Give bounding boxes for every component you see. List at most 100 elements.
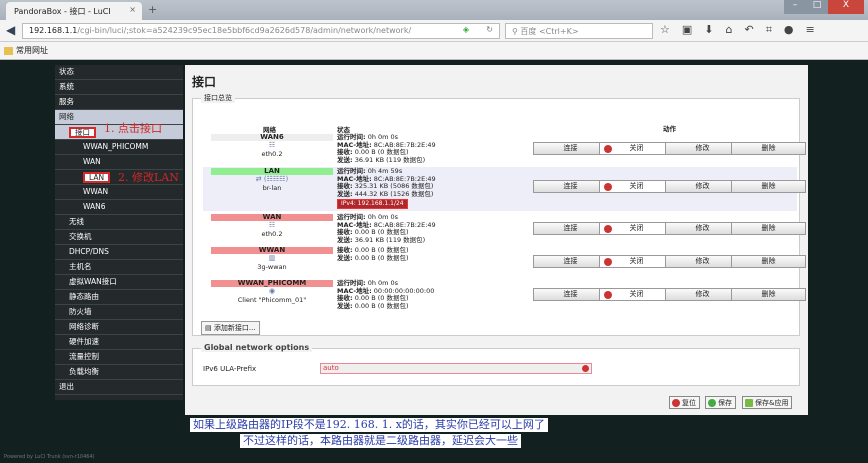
sidebar-item[interactable]: 虚拟WAN接口 [55,275,183,290]
connect-button[interactable]: 连接 [533,142,608,155]
url-host: 192.168.1.1 [29,26,78,35]
save-button[interactable]: 保存 [705,396,736,409]
bookmark-common-sites[interactable]: 常用网址 [16,46,48,55]
main-content: 接口 接口总览 网络 状态 动作 WAN6 ☷ eth0.2 运行时间: 0h 0m… [185,65,808,415]
sidebar-item[interactable]: DHCP/DNS [55,245,183,260]
back-icon[interactable]: ◀ [6,23,16,37]
status-value: 0.00 B (0 数据包) [354,228,409,236]
delete-button[interactable]: 删除 [731,142,806,155]
stop-button[interactable]: 关闭 [599,180,674,193]
col-network: 网络 [263,126,276,134]
menu-icon[interactable]: ≡ [805,23,815,36]
sidebar-item[interactable]: 状态 [55,65,183,80]
shield-icon: ◈ [462,25,469,34]
interface-status: 运行时间: 0h 4m 59s MAC-地址: 8C:AB:8E:7B:2E:49… [337,167,436,209]
ula-prefix-input[interactable]: auto [320,363,592,374]
delete-button[interactable]: 删除 [731,288,806,301]
delete-button[interactable]: 删除 [731,180,806,193]
ula-label: IPv6 ULA-Prefix [203,365,257,373]
address-bar[interactable]: 192.168.1.1/cgi-bin/luci/;stok=a524239c9… [22,23,500,39]
sidebar-item[interactable]: 负载均衡 [55,365,183,380]
sidebar-item[interactable]: 流量控制 [55,350,183,365]
chat-icon[interactable]: ● [783,23,794,36]
sidebar-item[interactable]: WWAN_PHICOMM [55,140,183,155]
status-line: 运行时间: 0h 0m 0s [337,279,434,288]
sidebar-item[interactable]: 静态路由 [55,290,183,305]
status-line: 发送: 444.32 KB (1526 数据包) [337,190,436,199]
annotation-step1: 1. 点击接口 [104,122,162,135]
save-apply-button[interactable]: 保存&应用 [742,396,793,409]
add-interface-button[interactable]: ▤ 添加新接口... [201,321,260,335]
sidebar-item[interactable]: 硬件加速 [55,335,183,350]
sidebar-item[interactable]: WAN6 [55,200,183,215]
bookmarks-bar: 常用网址 [0,42,868,60]
status-key: MAC-地址: [337,174,372,183]
status-value: 0.00 B (0 数据包) [354,301,409,310]
status-key: MAC-地址: [337,286,372,295]
sidebar-item[interactable]: WWAN [55,185,183,200]
sidebar-item[interactable]: 交换机 [55,230,183,245]
stop-button[interactable]: 关闭 [599,142,674,155]
delete-button[interactable]: 删除 [731,255,806,268]
maximize-icon[interactable]: □ [806,0,828,14]
status-line: 接收: 325.31 KB (5086 数据包) [337,182,436,191]
status-line: MAC-地址: 8C:AB:8E:7B:2E:49 [337,174,436,184]
download-icon[interactable]: ⬇ [704,23,714,36]
new-tab-icon[interactable]: + [148,3,158,16]
edit-button[interactable]: 修改 [665,142,740,155]
edit-button[interactable]: 修改 [665,222,740,235]
connect-button[interactable]: 连接 [533,255,608,268]
connect-button[interactable]: 连接 [533,222,608,235]
connect-button[interactable]: 连接 [533,180,608,193]
sidebar-item[interactable]: 服务 [55,95,183,110]
sidebar-item[interactable]: 网络诊断 [55,320,183,335]
sidebar-item[interactable]: 网络 [55,110,183,125]
interface-row: WWAN_PHICOMM ◉ Client "Phicomm_01" 运行时间: 0… [203,279,806,314]
sidebar-item[interactable]: 退出 [55,380,183,395]
home-icon[interactable]: ⌂ [725,23,733,36]
stop-button[interactable]: 关闭 [599,255,674,268]
stop-label: 关闭 [629,257,644,265]
status-value: 0h 0m 0s [367,213,399,221]
minimize-icon[interactable]: – [784,0,806,14]
stop-button[interactable]: 关闭 [599,288,674,301]
status-line: 发送: 0.00 B (0 数据包) [337,254,409,263]
browser-tab[interactable]: PandoraBox - 接口 - LuCI × [6,2,142,20]
status-line: MAC-地址: 8C:AB:8E:7B:2E:49 [337,141,436,150]
interface-badge: WWAN ▥ 3g-wwan [211,247,333,271]
crop-icon[interactable]: ⌗ [765,23,772,36]
clipboard-icon[interactable]: ▣ [681,23,693,36]
reset-button[interactable]: 复位 [669,396,700,409]
sidebar-item[interactable]: LAN [55,170,183,185]
interface-device: 3g-wwan [257,263,287,271]
edit-button[interactable]: 修改 [665,255,740,268]
edit-label: 修改 [695,144,710,152]
sidebar-item[interactable]: 主机名 [55,260,183,275]
edit-button[interactable]: 修改 [665,180,740,193]
delete-button[interactable]: 删除 [731,222,806,235]
sidebar-item[interactable]: WAN [55,155,183,170]
search-input[interactable]: ⚲ 百度 <Ctrl+K> [505,23,653,39]
status-value: 8C:AB:8E:7B:2E:49 [373,174,436,183]
sidebar-item[interactable]: 防火墙 [55,305,183,320]
status-line: MAC-地址: 8C:AB:8E:7B:2E:49 [337,221,436,230]
sidebar-item[interactable]: 无线 [55,215,183,230]
close-window-icon[interactable]: X [828,0,864,14]
3g-icon: ▥ [268,254,276,262]
edit-button[interactable]: 修改 [665,288,740,301]
sidebar-item-label: WAN [83,157,101,166]
star-icon[interactable]: ☆ [660,23,670,36]
interface-row: WAN ☷ eth0.2 运行时间: 0h 0m 0s MAC-地址: 8C:AB:8… [203,213,806,248]
sidebar-item-label: 状态 [59,67,74,76]
stop-button[interactable]: 关闭 [599,222,674,235]
reload-icon[interactable]: ↻ [486,25,493,34]
sidebar-item-label: 退出 [59,382,74,391]
sidebar-item[interactable]: 系统 [55,80,183,95]
sidebar-item[interactable]: 接口 [55,125,183,140]
close-tab-icon[interactable]: × [129,5,136,14]
sidebar-item-label: 无线 [69,217,84,226]
interface-badge: WAN6 ☷ eth0.2 [211,134,333,158]
connect-button[interactable]: 连接 [533,288,608,301]
undo-icon[interactable]: ↶ [744,23,754,36]
connect-label: 连接 [563,182,578,190]
